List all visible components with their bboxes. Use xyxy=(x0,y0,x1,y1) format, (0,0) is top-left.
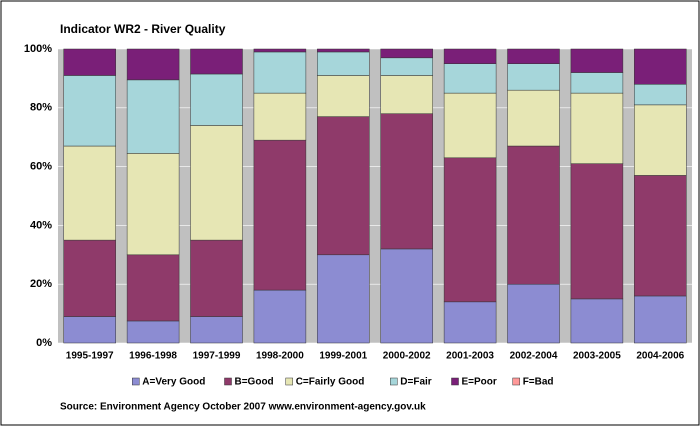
legend-label: C=Fairly Good xyxy=(296,377,365,388)
legend-swatch xyxy=(451,377,459,386)
legend-label: A=Very Good xyxy=(142,377,205,388)
bar-segment xyxy=(634,84,687,106)
legend-label: F=Bad xyxy=(523,377,554,388)
bar-segment xyxy=(507,63,560,91)
bar-segment xyxy=(443,63,497,94)
chart-title: Indicator WR2 - River Quality xyxy=(60,22,226,36)
bar-segment xyxy=(190,239,243,317)
y-tick-label: 60% xyxy=(30,161,52,173)
bar-segment xyxy=(253,139,307,291)
bar-segment xyxy=(126,48,180,81)
bar-segment xyxy=(570,92,624,164)
x-tick-label: 2001-2003 xyxy=(446,351,494,362)
bar-segment xyxy=(380,57,433,76)
bar-segment xyxy=(253,289,307,344)
bar-segment xyxy=(63,145,116,241)
y-tick-label: 40% xyxy=(30,219,52,231)
bar-segment xyxy=(190,316,243,344)
bar-segment xyxy=(634,48,687,85)
bar-segment xyxy=(634,104,687,176)
x-tick-label: 1998-2000 xyxy=(256,351,304,362)
bar-segment xyxy=(126,153,180,256)
y-tick-label: 100% xyxy=(24,43,52,55)
bar-segment xyxy=(63,239,116,317)
bar-segment xyxy=(507,89,560,147)
bar-segment xyxy=(63,316,116,344)
y-tick-label: 80% xyxy=(30,102,52,114)
bar-segment xyxy=(253,92,307,141)
bar-segment xyxy=(63,48,116,76)
bar-segment xyxy=(317,254,370,344)
bar-segment xyxy=(380,248,433,344)
bar-segment xyxy=(443,48,497,64)
bar-segment xyxy=(570,163,624,300)
bar-segment xyxy=(443,92,497,159)
y-tick-label: 0% xyxy=(36,337,52,349)
bar-segment xyxy=(507,48,560,64)
legend-swatch xyxy=(390,377,398,386)
bar-segment xyxy=(570,48,624,73)
x-tick-label: 1999-2001 xyxy=(319,351,367,362)
bar-segment xyxy=(190,48,243,75)
x-tick-label: 1995-1997 xyxy=(66,351,114,362)
legend-swatch xyxy=(512,377,520,386)
legend-swatch xyxy=(285,377,293,386)
bar-segment xyxy=(317,48,370,53)
bar-segment xyxy=(634,295,687,344)
bar-segment xyxy=(317,116,370,256)
bar-segment xyxy=(507,283,560,344)
bar-segment xyxy=(126,79,180,154)
x-tick-label: 1996-1998 xyxy=(129,351,177,362)
y-tick-label: 20% xyxy=(30,278,52,290)
bar-segment xyxy=(253,48,307,53)
bar-segment xyxy=(190,73,243,126)
legend-swatch xyxy=(132,377,140,386)
bar-segment xyxy=(380,48,433,59)
x-tick-label: 1997-1999 xyxy=(193,351,241,362)
bar-segment xyxy=(443,301,497,344)
x-tick-label: 2000-2002 xyxy=(383,351,431,362)
source-note: Source: Environment Agency October 2007 … xyxy=(60,402,426,413)
bar-segment xyxy=(126,320,180,344)
bar-segment xyxy=(253,51,307,94)
x-tick-label: 2002-2004 xyxy=(510,351,558,362)
bar-segment xyxy=(63,75,116,147)
bar-segment xyxy=(190,125,243,241)
bar-segment xyxy=(507,145,560,285)
x-tick-label: 2003-2005 xyxy=(573,351,621,362)
legend-swatch xyxy=(224,377,232,386)
legend-label: B=Good xyxy=(235,377,274,388)
bar-segment xyxy=(634,175,687,297)
bar-segment xyxy=(570,298,624,344)
legend-label: E=Poor xyxy=(462,377,497,388)
bar-segment xyxy=(380,113,433,250)
x-tick-label: 2004-2006 xyxy=(636,351,684,362)
bar-segment xyxy=(317,51,370,76)
bar-segment xyxy=(443,157,497,303)
bar-segment xyxy=(317,75,370,117)
bar-segment xyxy=(570,72,624,94)
legend-label: D=Fair xyxy=(400,377,432,388)
bar-segment xyxy=(380,75,433,114)
bar-segment xyxy=(126,254,180,322)
